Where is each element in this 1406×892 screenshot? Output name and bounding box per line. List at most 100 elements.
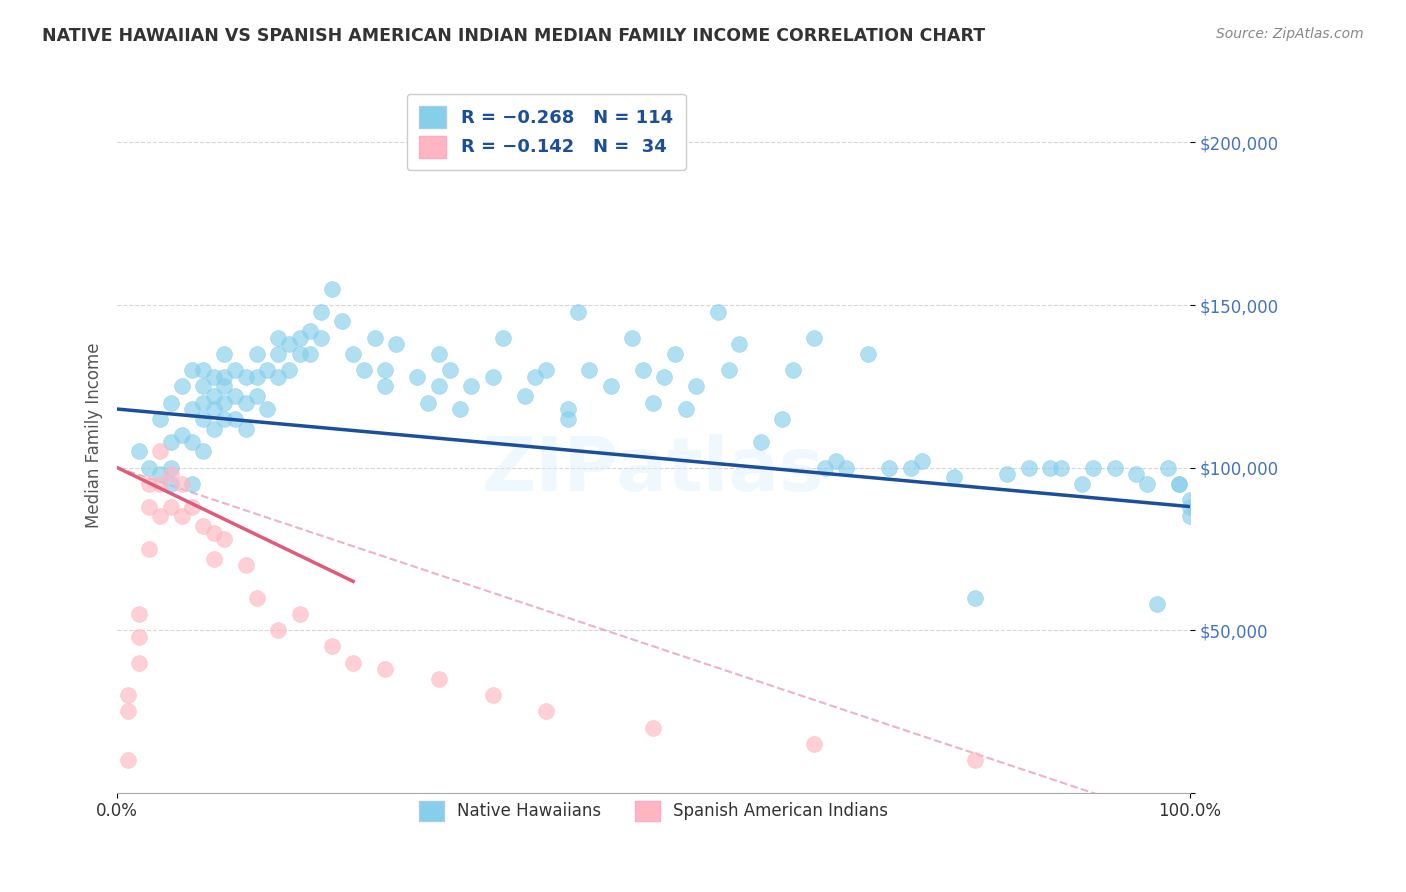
Point — [599, 379, 621, 393]
Point — [159, 434, 181, 449]
Point — [246, 347, 269, 361]
Point — [652, 369, 675, 384]
Point — [449, 402, 471, 417]
Point — [856, 347, 879, 361]
Point — [191, 379, 214, 393]
Point — [814, 460, 837, 475]
Point — [181, 434, 204, 449]
Point — [159, 460, 181, 475]
Point — [246, 369, 269, 384]
Point — [803, 737, 825, 751]
Point — [235, 369, 257, 384]
Point — [427, 379, 450, 393]
Point — [214, 395, 236, 409]
Point — [342, 656, 364, 670]
Point — [288, 347, 311, 361]
Point — [191, 363, 214, 377]
Point — [181, 402, 204, 417]
Point — [191, 444, 214, 458]
Point — [309, 330, 332, 344]
Point — [534, 705, 557, 719]
Point — [439, 363, 461, 377]
Point — [202, 525, 225, 540]
Point — [1146, 597, 1168, 611]
Point — [332, 314, 354, 328]
Legend: Native Hawaiians, Spanish American Indians: Native Hawaiians, Spanish American India… — [405, 788, 901, 834]
Point — [1136, 476, 1159, 491]
Point — [191, 519, 214, 533]
Point — [770, 411, 793, 425]
Point — [782, 363, 804, 377]
Point — [427, 347, 450, 361]
Point — [202, 389, 225, 403]
Point — [707, 304, 730, 318]
Point — [138, 500, 160, 514]
Point — [235, 421, 257, 435]
Point — [942, 470, 965, 484]
Point — [900, 460, 922, 475]
Point — [181, 500, 204, 514]
Point — [159, 467, 181, 481]
Point — [128, 656, 150, 670]
Point — [267, 330, 290, 344]
Point — [128, 630, 150, 644]
Point — [138, 476, 160, 491]
Point — [728, 337, 751, 351]
Point — [246, 389, 269, 403]
Point — [267, 369, 290, 384]
Point — [353, 363, 375, 377]
Point — [374, 379, 396, 393]
Point — [578, 363, 600, 377]
Point — [202, 402, 225, 417]
Point — [406, 369, 429, 384]
Point — [965, 753, 987, 767]
Point — [149, 467, 172, 481]
Point — [224, 411, 246, 425]
Point — [1168, 476, 1191, 491]
Point — [159, 476, 181, 491]
Point — [1081, 460, 1104, 475]
Point — [214, 532, 236, 546]
Point — [664, 347, 686, 361]
Point — [567, 304, 589, 318]
Point — [620, 330, 643, 344]
Point — [214, 369, 236, 384]
Point — [342, 347, 364, 361]
Point — [224, 363, 246, 377]
Point — [235, 395, 257, 409]
Point — [149, 444, 172, 458]
Point — [309, 304, 332, 318]
Point — [277, 337, 299, 351]
Point — [460, 379, 482, 393]
Point — [299, 347, 322, 361]
Point — [246, 591, 269, 605]
Point — [374, 363, 396, 377]
Point — [224, 389, 246, 403]
Point — [202, 421, 225, 435]
Point — [418, 395, 440, 409]
Point — [181, 476, 204, 491]
Point — [557, 402, 579, 417]
Point — [170, 379, 193, 393]
Point — [214, 379, 236, 393]
Point — [117, 753, 139, 767]
Point — [1157, 460, 1180, 475]
Point — [1178, 493, 1201, 508]
Point — [965, 591, 987, 605]
Point — [321, 282, 343, 296]
Point — [643, 721, 665, 735]
Point — [170, 476, 193, 491]
Point — [385, 337, 408, 351]
Point — [513, 389, 536, 403]
Point — [288, 607, 311, 621]
Point — [202, 369, 225, 384]
Point — [117, 705, 139, 719]
Point — [1178, 500, 1201, 514]
Point — [1178, 509, 1201, 524]
Point — [181, 363, 204, 377]
Point — [1050, 460, 1073, 475]
Point — [128, 444, 150, 458]
Point — [481, 369, 503, 384]
Point — [1018, 460, 1040, 475]
Point — [492, 330, 515, 344]
